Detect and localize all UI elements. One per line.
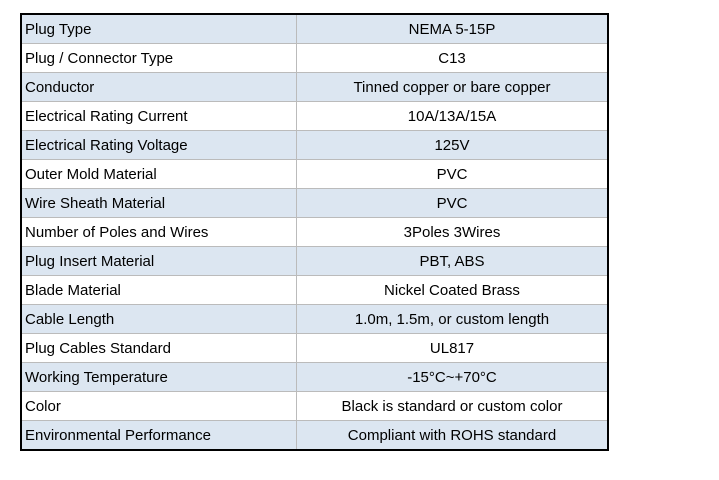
- spec-label: Environmental Performance: [20, 420, 297, 451]
- spec-label: Blade Material: [20, 275, 297, 305]
- spec-row: Plug Insert Material PBT, ABS: [20, 246, 609, 276]
- spec-row: Plug Cables Standard UL817: [20, 333, 609, 363]
- spec-row: Working Temperature -15°C~+70°C: [20, 362, 609, 392]
- spec-value: 125V: [296, 130, 609, 160]
- spec-label: Number of Poles and Wires: [20, 217, 297, 247]
- spec-label: Outer Mold Material: [20, 159, 297, 189]
- spec-row: Environmental Performance Compliant with …: [20, 420, 609, 451]
- spec-label: Cable Length: [20, 304, 297, 334]
- spec-value: 3Poles 3Wires: [296, 217, 609, 247]
- spec-table: Plug Type NEMA 5-15P Plug / Connector Type…: [20, 13, 609, 451]
- spec-row: Color Black is standard or custom color: [20, 391, 609, 421]
- spec-value: UL817: [296, 333, 609, 363]
- spec-row: Electrical Rating Current 10A/13A/15A: [20, 101, 609, 131]
- spec-row: Conductor Tinned copper or bare copper: [20, 72, 609, 102]
- spec-value: 10A/13A/15A: [296, 101, 609, 131]
- spec-row: Outer Mold Material PVC: [20, 159, 609, 189]
- spec-value: Nickel Coated Brass: [296, 275, 609, 305]
- spec-row: Cable Length 1.0m, 1.5m, or custom length: [20, 304, 609, 334]
- spec-row: Number of Poles and Wires 3Poles 3Wires: [20, 217, 609, 247]
- spec-value: Tinned copper or bare copper: [296, 72, 609, 102]
- spec-value: NEMA 5-15P: [296, 13, 609, 44]
- spec-label: Working Temperature: [20, 362, 297, 392]
- spec-value: 1.0m, 1.5m, or custom length: [296, 304, 609, 334]
- spec-row: Wire Sheath Material PVC: [20, 188, 609, 218]
- spec-row: Blade Material Nickel Coated Brass: [20, 275, 609, 305]
- spec-label: Color: [20, 391, 297, 421]
- spec-value: Black is standard or custom color: [296, 391, 609, 421]
- spec-label: Electrical Rating Voltage: [20, 130, 297, 160]
- spec-label: Plug Cables Standard: [20, 333, 297, 363]
- spec-row: Plug / Connector Type C13: [20, 43, 609, 73]
- spec-value: Compliant with ROHS standard: [296, 420, 609, 451]
- spec-label: Plug / Connector Type: [20, 43, 297, 73]
- spec-value: PVC: [296, 159, 609, 189]
- spec-value: C13: [296, 43, 609, 73]
- spec-label: Electrical Rating Current: [20, 101, 297, 131]
- spec-label: Wire Sheath Material: [20, 188, 297, 218]
- spec-value: -15°C~+70°C: [296, 362, 609, 392]
- spec-label: Conductor: [20, 72, 297, 102]
- spec-label: Plug Type: [20, 13, 297, 44]
- spec-label: Plug Insert Material: [20, 246, 297, 276]
- spec-value: PVC: [296, 188, 609, 218]
- spec-value: PBT, ABS: [296, 246, 609, 276]
- spec-row: Electrical Rating Voltage 125V: [20, 130, 609, 160]
- spec-row: Plug Type NEMA 5-15P: [20, 13, 609, 44]
